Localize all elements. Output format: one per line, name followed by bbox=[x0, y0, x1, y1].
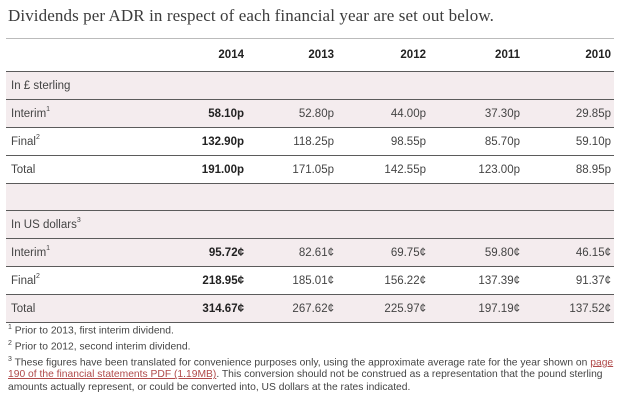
table-cell: 137.39¢ bbox=[478, 275, 520, 287]
table-cell: 218.95¢ bbox=[202, 275, 244, 287]
table-row-total: Total 314.67¢ 267.62¢ 225.97¢ 197.19¢ 13… bbox=[6, 295, 614, 323]
year-header-2014: 2014 bbox=[218, 49, 244, 61]
table-cell: 132.90p bbox=[202, 136, 244, 148]
table-cell: 142.55p bbox=[384, 164, 426, 176]
table-cell: 37.30p bbox=[485, 108, 520, 120]
row-label: Interim1 bbox=[11, 108, 50, 120]
table-cell: 59.80¢ bbox=[485, 247, 520, 259]
table-cell: 98.55p bbox=[391, 136, 426, 148]
table-cell: 95.72¢ bbox=[209, 247, 244, 259]
table-cell: 137.52¢ bbox=[569, 303, 611, 315]
table-cell: 91.37¢ bbox=[576, 275, 611, 287]
table-cell: 191.00p bbox=[202, 164, 244, 176]
table-row: Interim1 95.72¢ 82.61¢ 69.75¢ 59.80¢ 46.… bbox=[6, 239, 614, 267]
table-cell: 46.15¢ bbox=[576, 247, 611, 259]
row-label: Final2 bbox=[11, 275, 40, 287]
table-cell: 82.61¢ bbox=[299, 247, 334, 259]
table-cell: 185.01¢ bbox=[292, 275, 334, 287]
row-label: Total bbox=[11, 303, 35, 315]
table-cell: 314.67¢ bbox=[202, 303, 244, 315]
footnote-3: 3 These figures have been translated for… bbox=[8, 354, 618, 395]
dividends-table: 2014 2013 2012 2011 2010 In £ sterling I… bbox=[6, 38, 614, 323]
table-cell: 69.75¢ bbox=[391, 247, 426, 259]
table-cell: 44.00p bbox=[391, 108, 426, 120]
footnote-2: 2 Prior to 2012, second interim dividend… bbox=[8, 338, 618, 354]
year-header-2010: 2010 bbox=[585, 49, 611, 61]
table-cell: 29.85p bbox=[576, 108, 611, 120]
table-cell: 171.05p bbox=[292, 164, 334, 176]
section-spacer bbox=[6, 184, 614, 211]
row-label: Interim1 bbox=[11, 247, 50, 259]
year-header-2011: 2011 bbox=[495, 49, 520, 61]
footnote-1: 1 Prior to 2013, first interim dividend. bbox=[8, 322, 618, 338]
table-cell: 225.97¢ bbox=[384, 303, 426, 315]
table-cell: 118.25p bbox=[293, 136, 334, 148]
footnotes: 1 Prior to 2013, first interim dividend.… bbox=[8, 322, 618, 394]
table-cell: 85.70p bbox=[485, 136, 520, 148]
table-cell: 123.00p bbox=[478, 164, 520, 176]
table-cell: 197.19¢ bbox=[478, 303, 520, 315]
table-cell: 88.95p bbox=[576, 164, 611, 176]
table-row: Final2 132.90p 118.25p 98.55p 85.70p 59.… bbox=[6, 128, 614, 156]
section-heading-label: In US dollars3 bbox=[11, 219, 81, 231]
section-heading-sterling: In £ sterling bbox=[6, 72, 614, 100]
year-header-2013: 2013 bbox=[308, 49, 334, 61]
table-cell: 156.22¢ bbox=[384, 275, 426, 287]
section-heading-usd: In US dollars3 bbox=[6, 211, 614, 239]
year-header-2012: 2012 bbox=[400, 49, 426, 61]
table-cell: 59.10p bbox=[576, 136, 611, 148]
table-cell: 267.62¢ bbox=[292, 303, 334, 315]
table-cell: 52.80p bbox=[299, 108, 334, 120]
table-cell: 58.10p bbox=[208, 108, 244, 120]
table-header-row: 2014 2013 2012 2011 2010 bbox=[6, 38, 614, 72]
table-row-total: Total 191.00p 171.05p 142.55p 123.00p 88… bbox=[6, 156, 614, 184]
row-label: Total bbox=[11, 164, 35, 176]
table-row: Interim1 58.10p 52.80p 44.00p 37.30p 29.… bbox=[6, 100, 614, 128]
page-title: Dividends per ADR in respect of each fin… bbox=[8, 6, 494, 26]
table-row: Final2 218.95¢ 185.01¢ 156.22¢ 137.39¢ 9… bbox=[6, 267, 614, 295]
row-label: Final2 bbox=[11, 136, 40, 148]
section-heading-label: In £ sterling bbox=[11, 80, 70, 92]
